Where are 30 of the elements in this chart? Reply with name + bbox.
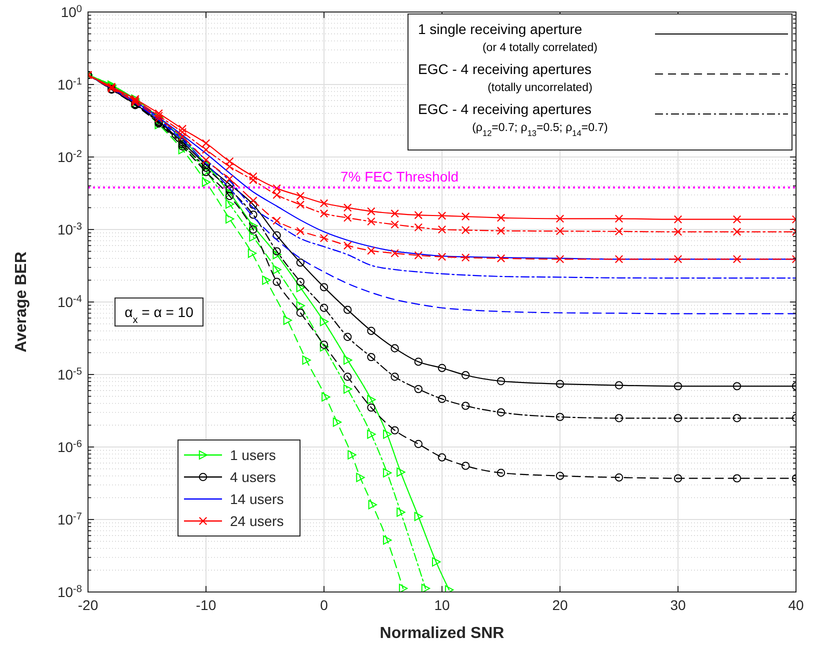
annotation: EGC - 4 receiving apertures (418, 101, 592, 117)
y-tick-label: 10$^{0}$ (60, 4, 82, 20)
x-tick-label: 0 (320, 597, 328, 613)
y-tick-label: 10$^{-5}$ (57, 366, 82, 382)
legend-label: 1 users (230, 447, 276, 463)
y-tick-label: 10$^{-7}$ (57, 511, 82, 528)
ref-line-label: 7% FEC Threshold (340, 168, 459, 184)
legend-label: 24 users (230, 513, 284, 529)
x-tick-label: 20 (552, 597, 568, 613)
y-tick-label: 10$^{-4}$ (57, 294, 82, 310)
annotation: (ρ$_{12}$=0.7; ρ$_{13}$=0.5; ρ$_{14}$=0.7) (472, 122, 608, 138)
legend-label: 14 users (230, 491, 284, 507)
x-axis-title: Normalized SNR (380, 625, 505, 642)
legend-label: 4 users (230, 469, 276, 485)
y-tick-label: 10$^{-6}$ (57, 438, 82, 455)
y-axis-title: Average BER (13, 251, 30, 352)
annotation: (totally uncorrelated) (488, 82, 593, 94)
annotation: EGC - 4 receiving apertures (418, 61, 592, 77)
y-tick-label: 10$^{-2}$ (57, 148, 82, 165)
annotation: 1 single receiving aperture (418, 21, 582, 37)
annotation: (or 4 totally correlated) (482, 42, 598, 54)
x-tick-label: 40 (788, 597, 804, 613)
x-tick-label: 30 (670, 597, 686, 613)
x-tick-label: 10 (434, 597, 450, 613)
y-tick-label: 10$^{-3}$ (57, 221, 82, 238)
y-tick-label: 10$^{-1}$ (57, 76, 82, 92)
y-tick-label: 10$^{-8}$ (57, 584, 82, 600)
x-tick-label: -10 (196, 597, 216, 613)
annotation: α$_{x}$ = α = 10 (124, 304, 194, 326)
x-tick-label: -20 (78, 597, 98, 613)
